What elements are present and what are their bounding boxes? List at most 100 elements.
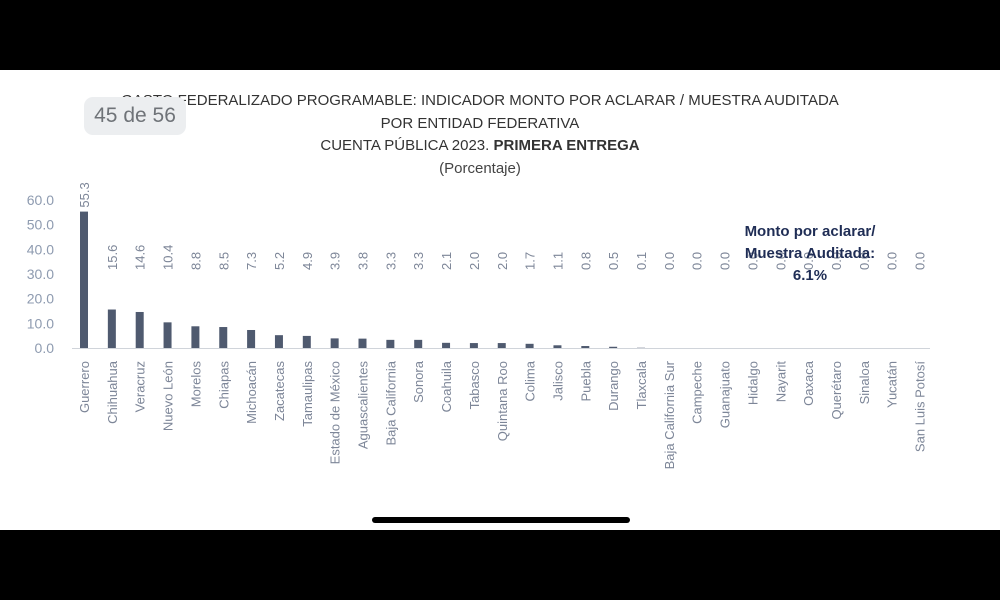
data-label: 0.0 [690, 252, 705, 270]
category-label: Colima [523, 360, 538, 401]
category-label: Morelos [188, 361, 203, 408]
data-label: 0.0 [829, 252, 844, 270]
category-label: Yucatán [885, 361, 900, 408]
category-label: Puebla [578, 360, 593, 401]
category-label: Guerrero [77, 361, 92, 413]
category-label: Estado de México [328, 361, 343, 464]
category-label: Jalisco [550, 361, 565, 401]
data-label: 55.3 [77, 182, 92, 207]
bar [358, 338, 367, 348]
category-label: Oaxaca [801, 360, 816, 406]
data-label: 4.9 [300, 252, 315, 270]
bar [442, 342, 451, 348]
y-tick-label: 10.0 [27, 315, 54, 331]
bar [553, 345, 562, 348]
bar [163, 322, 172, 348]
annotation-line-1: Monto por aclarar/ [744, 223, 876, 240]
data-label: 0.0 [857, 252, 872, 270]
data-label: 0.0 [662, 252, 677, 270]
data-label: 0.0 [745, 252, 760, 270]
bar [107, 309, 116, 348]
y-tick-label: 50.0 [27, 217, 54, 233]
data-label: 0.0 [718, 252, 733, 270]
bar [274, 335, 283, 348]
data-label: 2.0 [467, 252, 482, 270]
bar [497, 343, 506, 348]
data-label: 0.0 [801, 252, 816, 270]
category-label: Quintana Roo [495, 361, 510, 441]
category-label: Michoacán [244, 361, 259, 424]
home-indicator[interactable] [372, 517, 630, 523]
bar-chart: 0.0 10.0 20.0 30.0 40.0 50.0 60.0 55.3 Guerrero 1… [27, 182, 930, 469]
category-label: Chihuahua [105, 360, 120, 424]
data-label: 2.1 [439, 252, 454, 270]
chart-title-line-3-emphasis: PRIMERA ENTREGA [493, 137, 640, 154]
data-label: 0.8 [578, 252, 593, 270]
data-label: 0.0 [885, 252, 900, 270]
data-label: 8.8 [188, 252, 203, 270]
category-label: Aguascalientes [356, 361, 371, 450]
chart-title-line-2: POR ENTIDAD FEDERATIVA [380, 115, 580, 132]
category-label: Chiapas [216, 361, 231, 409]
page-indicator-badge: 45 de 56 [84, 97, 186, 135]
data-label: 3.3 [411, 252, 426, 270]
category-label: Durango [606, 361, 621, 411]
data-label: 1.7 [523, 252, 538, 270]
data-label: 0.1 [634, 252, 649, 270]
annotation-line-2: Muestra Auditada: [744, 245, 876, 262]
category-label: Nuevo León [161, 361, 176, 431]
bar [386, 339, 395, 348]
bar [191, 326, 200, 348]
bar [302, 335, 311, 348]
category-label: Baja California [383, 360, 398, 445]
data-label: 3.3 [383, 252, 398, 270]
slide: GASTO FEDERALIZADO PROGRAMABLE: INDICADO… [0, 70, 1000, 530]
category-label: San Luis Potosí [913, 361, 928, 452]
chart-title-line-1: GASTO FEDERALIZADO PROGRAMABLE: INDICADO… [121, 92, 839, 109]
bar [330, 338, 339, 348]
data-label: 10.4 [161, 245, 176, 270]
category-label: Zacatecas [272, 361, 287, 421]
bar [80, 211, 88, 348]
category-label: Campeche [690, 361, 705, 424]
data-label: 1.1 [550, 252, 565, 270]
bar [135, 311, 144, 348]
bar [581, 346, 590, 348]
data-label: 7.3 [244, 252, 259, 270]
bar [525, 343, 534, 348]
data-label: 5.2 [272, 252, 287, 270]
category-label: Coahuila [439, 360, 454, 412]
category-label: Hidalgo [745, 361, 760, 405]
y-tick-label: 20.0 [27, 291, 54, 307]
category-label: Sonora [411, 360, 426, 403]
y-tick-label: 60.0 [27, 192, 54, 208]
bar [247, 329, 256, 348]
y-tick-label: 40.0 [27, 241, 54, 257]
y-tick-label: 30.0 [27, 266, 54, 282]
data-label: 0.0 [913, 252, 928, 270]
chart-title-line-3-prefix: CUENTA PÚBLICA 2023. [320, 137, 494, 154]
data-label: 8.5 [216, 252, 231, 270]
category-label: Baja California Sur [662, 360, 677, 469]
bar [219, 327, 228, 348]
category-label: Tabasco [467, 361, 482, 409]
data-label: 3.9 [328, 252, 343, 270]
bar [469, 343, 478, 348]
summary-annotation: Monto por aclarar/ Muestra Auditada: 6.1… [700, 221, 920, 287]
data-label: 3.8 [356, 252, 371, 270]
data-label: 0.0 [773, 252, 788, 270]
category-label: Querétaro [829, 361, 844, 420]
category-label: Tlaxcala [634, 360, 649, 409]
annotation-line-3: 6.1% [792, 267, 828, 284]
chart-title-line-3: CUENTA PÚBLICA 2023. PRIMERA ENTREGA [0, 137, 960, 154]
category-label: Tamaulipas [300, 361, 315, 427]
category-label: Veracruz [133, 361, 148, 412]
category-label: Sinaloa [857, 360, 872, 404]
chart-subtitle: (Porcentaje) [439, 160, 521, 177]
data-label: 14.6 [133, 245, 148, 270]
category-label: Nayarit [773, 361, 788, 403]
y-tick-label: 0.0 [35, 340, 55, 356]
category-label: Guanajuato [718, 361, 733, 428]
data-label: 15.6 [105, 245, 120, 270]
data-label: 2.0 [495, 252, 510, 270]
